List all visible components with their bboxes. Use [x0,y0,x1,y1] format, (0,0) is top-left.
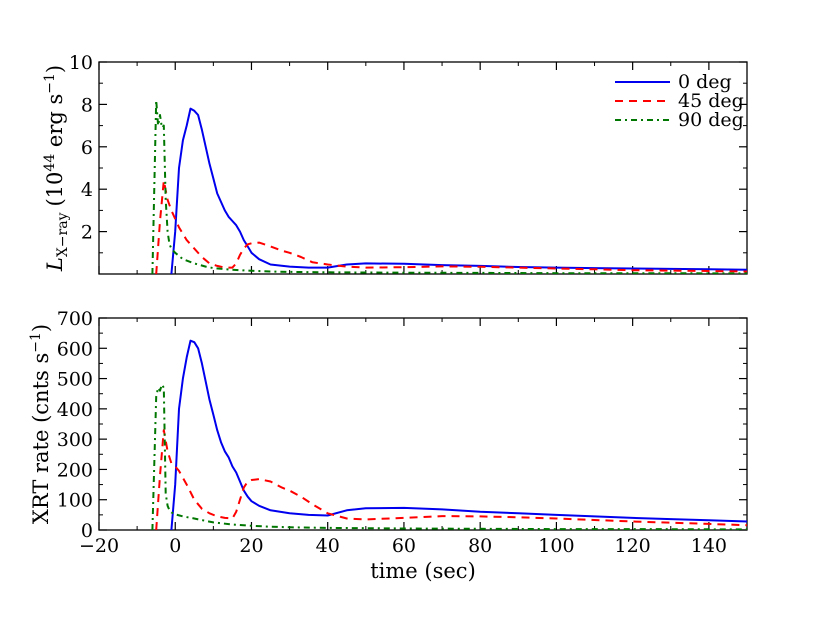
x-tick-label: 80 [468,535,492,557]
bottom-ytick-label: 100 [57,490,93,512]
x-axis-label: time (sec) [370,559,476,583]
legend-label-0deg: 0 deg [678,71,732,93]
bottom-ytick-label: 300 [57,429,93,451]
x-tick-label: 140 [691,535,727,557]
bottom-ytick-label: 200 [57,459,93,481]
x-tick-label: 40 [316,535,340,557]
top-ylabel-sub: X−ray [55,212,71,257]
x-tick-label: 20 [239,535,263,557]
top-ylabel-unit-pre: (10 [43,172,67,207]
top-y-axis-label: LX−ray (1044 erg s−1) [42,65,71,272]
bottom-ylabel-post: ) [29,324,53,332]
top-series-group [151,99,747,274]
top-panel: 2 4 6 8 10 LX−ray (1044 erg s−1) 0 deg 45 deg… [42,52,748,275]
top-ytick-label: 8 [81,94,93,116]
top-series-0deg [170,107,747,274]
legend-item-0deg: 0 deg [615,71,732,93]
bottom-ytick-label: 700 [57,308,93,330]
top-series-90deg [151,99,747,274]
bottom-series-0deg [170,339,747,530]
top-ylabel-unit-mid: erg s [43,94,67,154]
bottom-ytick-label: 500 [57,369,93,391]
legend-label-90deg: 90 deg [678,109,744,131]
legend-item-45deg: 45 deg [615,90,744,112]
top-ytick-label: 4 [81,179,93,201]
bottom-ylabel-exp: −1 [28,332,44,353]
top-ylabel-exp2: −1 [42,73,58,94]
legend: 0 deg 45 deg 90 deg [615,71,744,131]
top-ytick-label: 6 [81,137,93,159]
x-tick-label: 120 [615,535,651,557]
top-plot-frame [98,61,748,275]
x-tick-label: 60 [392,535,416,557]
bottom-series-45deg [155,429,747,530]
top-ytick-label: 10 [69,52,93,74]
bottom-series-90deg [151,383,747,530]
top-ylabel-exp: 44 [42,154,58,172]
top-ytick-label: 2 [81,222,93,244]
legend-item-90deg: 90 deg [615,109,744,131]
top-ylabel-unit-post: ) [43,65,67,73]
bottom-y-axis-label: XRT rate (cnts s−1) [28,324,53,524]
bottom-series-group [151,339,747,530]
bottom-ylabel-main: XRT rate (cnts s [29,353,53,524]
bottom-ytick-label: 400 [57,399,93,421]
top-ylabel-main: L [43,257,67,272]
x-tick-label: 100 [538,535,574,557]
bottom-ytick-label: 0 [81,520,93,542]
top-series-45deg [155,179,747,274]
legend-label-45deg: 45 deg [678,90,744,112]
top-y-ticks: 2 4 6 8 10 [69,52,747,274]
bottom-plot-frame [98,317,748,531]
x-tick-label: −20 [79,535,119,557]
bottom-ytick-label: 600 [57,338,93,360]
x-tick-label: 0 [169,535,181,557]
